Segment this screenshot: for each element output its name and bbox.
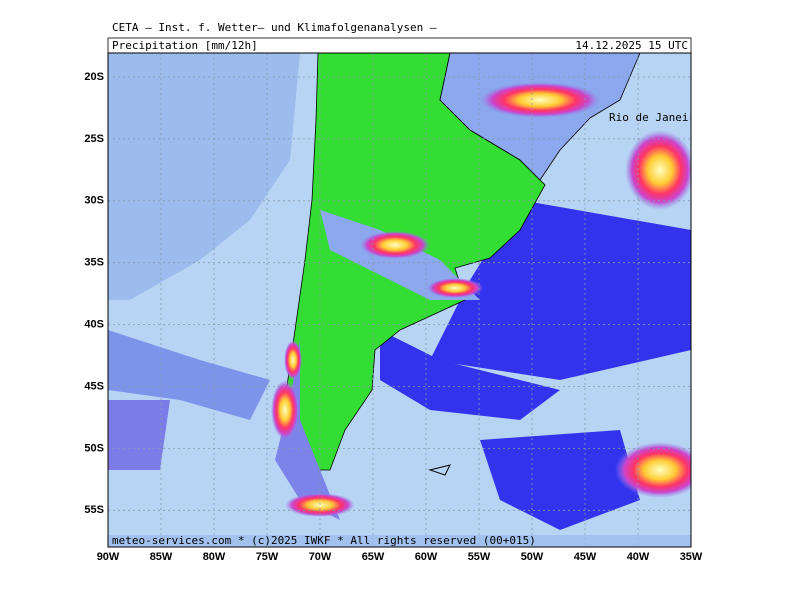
place-label: Rio de Janeiro [609, 111, 702, 124]
map-area: meteo-services.com * (c)2025 IWKF * All … [108, 53, 702, 547]
longitude-label: 55W [468, 551, 491, 563]
precip-max [480, 82, 600, 118]
longitude-label: 35W [680, 551, 703, 563]
valid-time: 14.12.2025 15 UTC [575, 39, 688, 52]
precip-moderate [108, 400, 170, 470]
precip-none-ocean [480, 430, 640, 530]
longitude-label: 90W [97, 551, 120, 563]
longitude-label: 80W [203, 551, 226, 563]
longitude-label: 65W [362, 551, 385, 563]
latitude-label: 30S [84, 195, 104, 207]
longitude-label: 85W [150, 551, 173, 563]
precip-max [427, 278, 483, 298]
latitude-label: 50S [84, 442, 104, 454]
variable-label: Precipitation [mm/12h] [112, 39, 258, 52]
axes: 90W 85W 80W 75W 70W 65W 60W 55W 50W 45W 40W 35W 20S 2… [84, 71, 703, 563]
latitude-label: 40S [84, 319, 104, 331]
latitude-label: 20S [84, 71, 104, 83]
precip-max [360, 231, 430, 259]
precip-max [271, 380, 299, 440]
longitude-label: 75W [256, 551, 279, 563]
latitude-label: 35S [84, 257, 104, 269]
latitude-label: 25S [84, 133, 104, 145]
precip-max [625, 130, 691, 210]
longitude-label: 60W [415, 551, 438, 563]
footer-band [108, 535, 691, 547]
precip-light [108, 53, 300, 300]
latitude-label: 55S [84, 504, 104, 516]
falklands [428, 464, 451, 476]
longitude-label: 70W [309, 551, 332, 563]
precip-max [615, 442, 691, 498]
precip-band [275, 340, 340, 520]
precip-max [284, 340, 302, 380]
longitude-label: 40W [627, 551, 650, 563]
latitude-label: 45S [84, 380, 104, 392]
header-title: CETA — Inst. f. Wetter— und Klimafolgena… [112, 21, 437, 34]
graticule [108, 53, 691, 547]
precip-none-ocean [380, 330, 560, 420]
precip-moderate [108, 330, 270, 420]
longitude-label: 45W [574, 551, 597, 563]
map-frame [107, 52, 692, 548]
credit: meteo-services.com * (c)2025 IWKF * All … [112, 534, 536, 547]
longitude-label: 50W [521, 551, 544, 563]
